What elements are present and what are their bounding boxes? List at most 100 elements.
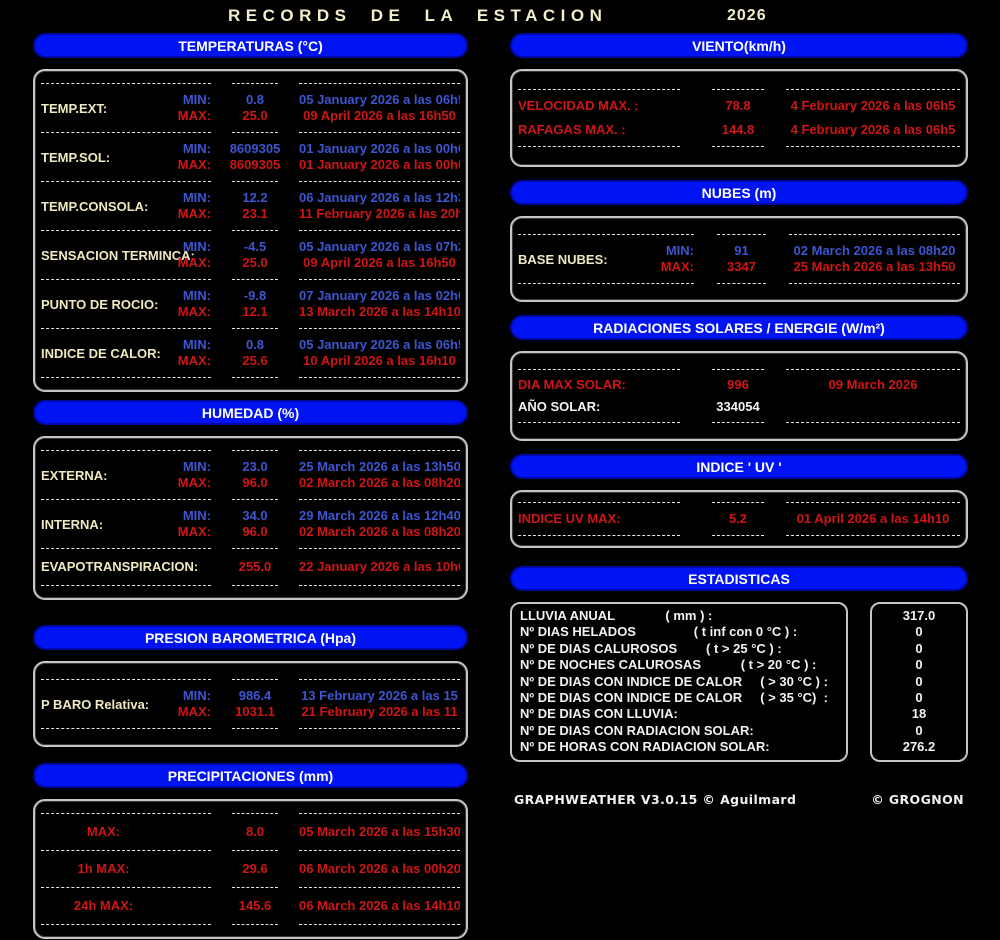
record-row-base-nubes: BASE NUBES: MIN: MAX: 91 3347 02 March 202… [518, 239, 960, 279]
left-column: TEMPERATURAS (°C) TEMP.EXT: MIN: MAX: 0.8… [33, 33, 468, 939]
max-value: 96.0 [242, 475, 268, 490]
record-row-evapotranspiracion: EVAPOTRANSPIRACION: 255.0 22 January 202… [41, 553, 460, 581]
min-label: MIN: [182, 92, 211, 107]
record-row-temp-consola: TEMP.CONSOLA: MIN: MAX: 12.2 23.1 06 Janua… [41, 186, 460, 226]
section-pill-temperaturas: TEMPERATURAS (°C) [33, 33, 468, 58]
record-row-dia-max-solar: DIA MAX SOLAR: 996 09 March 2026 [518, 374, 960, 396]
panel-temperaturas: TEMP.EXT: MIN: MAX: 0.8 25.0 05 January 20… [33, 69, 468, 392]
stats-value: 0 [915, 722, 923, 738]
min-label: MIN: [182, 190, 211, 205]
max-date: 10 April 2026 a las 16h10 [303, 353, 456, 368]
stats-value: 0 [915, 690, 923, 706]
stats-row: Nº DE DIAS CON RADIACION SOLAR: [520, 722, 754, 738]
separator [41, 279, 460, 280]
separator [41, 230, 460, 231]
stats-tables: LLUVIA ANUAL ( mm ) : Nº DIAS HELADOS ( … [510, 602, 968, 762]
row-label: EXTERNA: [41, 467, 108, 483]
stats-labels-box: LLUVIA ANUAL ( mm ) : Nº DIAS HELADOS ( … [510, 602, 848, 762]
section-pill-estadisticas: ESTADISTICAS [510, 566, 968, 591]
footer: GRAPHWEATHER V3.0.15 © Aguilmard © GROGN… [510, 792, 968, 807]
row-label: 24h MAX: [73, 898, 134, 913]
row-label: TEMP.EXT: [41, 100, 108, 116]
min-value: -9.8 [243, 288, 267, 303]
copyright: © GROGNON [871, 791, 964, 807]
separator [41, 377, 460, 378]
year-label: 2026 [727, 7, 767, 24]
max-date: 02 March 2026 a las 08h20 [299, 475, 460, 490]
separator [41, 132, 460, 133]
min-label: MIN: [182, 459, 211, 474]
min-date: 02 March 2026 a las 08h20 [793, 243, 956, 258]
min-label: MIN: [182, 508, 211, 523]
section-pill-uv: INDICE ' UV ' [510, 454, 968, 479]
record-row-rafagas-max: RAFAGAS MAX. : 144.8 4 February 2026 a l… [518, 118, 960, 142]
separator [41, 499, 460, 500]
separator [41, 728, 460, 729]
max-date: 21 February 2026 a las 11 [301, 704, 458, 719]
max-label: MAX: [177, 108, 211, 123]
record-row-indice-calor: INDICE DE CALOR: MIN: MAX: 0.8 25.6 05 Jan… [41, 333, 460, 373]
record-row-anio-solar: AÑO SOLAR: 334054 [518, 396, 960, 418]
separator [41, 450, 460, 451]
max-value: 25.0 [242, 255, 268, 270]
separator [41, 181, 460, 182]
max-label: MAX: [177, 353, 211, 368]
min-label: MIN: [182, 288, 211, 303]
min-date: 07 January 2026 a las 02h00 [299, 288, 460, 303]
record-row-precip-max: MAX: 8.0 05 March 2026 a las 15h30 [41, 818, 460, 846]
stats-row: Nº DIAS HELADOS ( t inf con 0 °C ) : [520, 624, 798, 640]
min-value: 23.0 [242, 459, 268, 474]
separator [41, 924, 460, 925]
panel-nubes: BASE NUBES: MIN: MAX: 91 3347 02 March 202… [510, 216, 968, 302]
separator [41, 813, 460, 814]
panel-precipitaciones: MAX: 8.0 05 March 2026 a las 15h30 1h MA… [33, 799, 468, 939]
max-date: 11 February 2026 a las 20h50 [299, 206, 460, 221]
max-date: 13 March 2026 a las 14h10 [299, 304, 460, 319]
record-row-precip-24h: 24h MAX: 145.6 06 March 2026 a las 14h10 [41, 892, 460, 920]
min-date: 25 March 2026 a las 13h50 [299, 459, 460, 474]
max-value: 96.0 [242, 524, 268, 539]
separator [518, 502, 960, 503]
stats-row: Nº DE DIAS CON INDICE DE CALOR ( > 30 °C… [520, 673, 828, 689]
max-date: 09 April 2026 a las 16h50 [303, 255, 456, 270]
min-value: 91 [734, 243, 749, 258]
min-label: MIN: [665, 243, 694, 258]
max-date: 01 April 2026 a las 14h10 [796, 511, 950, 526]
row-label: TEMP.CONSOLA: [41, 198, 149, 214]
separator [41, 328, 460, 329]
max-label: MAX: [177, 304, 211, 319]
max-label: MAX: [177, 157, 211, 172]
panel-uv: INDICE UV MAX: 5.2 01 April 2026 a las 1… [510, 490, 968, 548]
record-row-interna: INTERNA: MIN: MAX: 34.0 96.0 29 March 2026… [41, 504, 460, 544]
max-value: 12.1 [242, 304, 268, 319]
max-date: 09 April 2026 a las 16h50 [303, 108, 456, 123]
separator [518, 146, 960, 147]
min-date: 05 January 2026 a las 06h50 [299, 92, 460, 107]
max-value: 996 [727, 377, 749, 392]
max-date: 06 March 2026 a las 00h20 [299, 861, 460, 876]
app-credit: GRAPHWEATHER V3.0.15 © Aguilmard [514, 791, 797, 807]
row-label: INTERNA: [41, 516, 104, 532]
min-label: MIN: [182, 239, 211, 254]
separator [518, 283, 960, 284]
separator [41, 83, 460, 84]
max-date: 4 February 2026 a las 06h5 [790, 122, 956, 137]
row-label: P BARO Relativa: [41, 696, 150, 712]
record-row-sensacion-termica: SENSACION TERMINCA: MIN: MAX: -4.5 25.0 05… [41, 235, 460, 275]
row-label: INDICE DE CALOR: [41, 345, 161, 361]
section-pill-humedad: HUMEDAD (%) [33, 400, 468, 425]
separator [518, 89, 960, 90]
min-date: 05 January 2026 a las 07h20 [299, 239, 460, 254]
section-pill-radiaciones: RADIACIONES SOLARES / ENERGIE (W/m²) [510, 315, 968, 340]
stats-row: LLUVIA ANUAL ( mm ) : [520, 608, 713, 623]
row-label: TEMP.SOL: [41, 149, 111, 165]
max-value: 23.1 [242, 206, 268, 221]
row-label: 1h MAX: [77, 861, 130, 876]
panel-radiaciones: DIA MAX SOLAR: 996 09 March 2026 AÑO SOL… [510, 351, 968, 441]
section-pill-presion: PRESION BAROMETRICA (Hpa) [33, 625, 468, 650]
max-label: MAX: [660, 259, 694, 274]
min-value: 8609305 [229, 141, 281, 156]
max-label: MAX: [177, 475, 211, 490]
row-label: DIA MAX SOLAR: [518, 377, 626, 392]
section-pill-nubes: NUBES (m) [510, 180, 968, 205]
